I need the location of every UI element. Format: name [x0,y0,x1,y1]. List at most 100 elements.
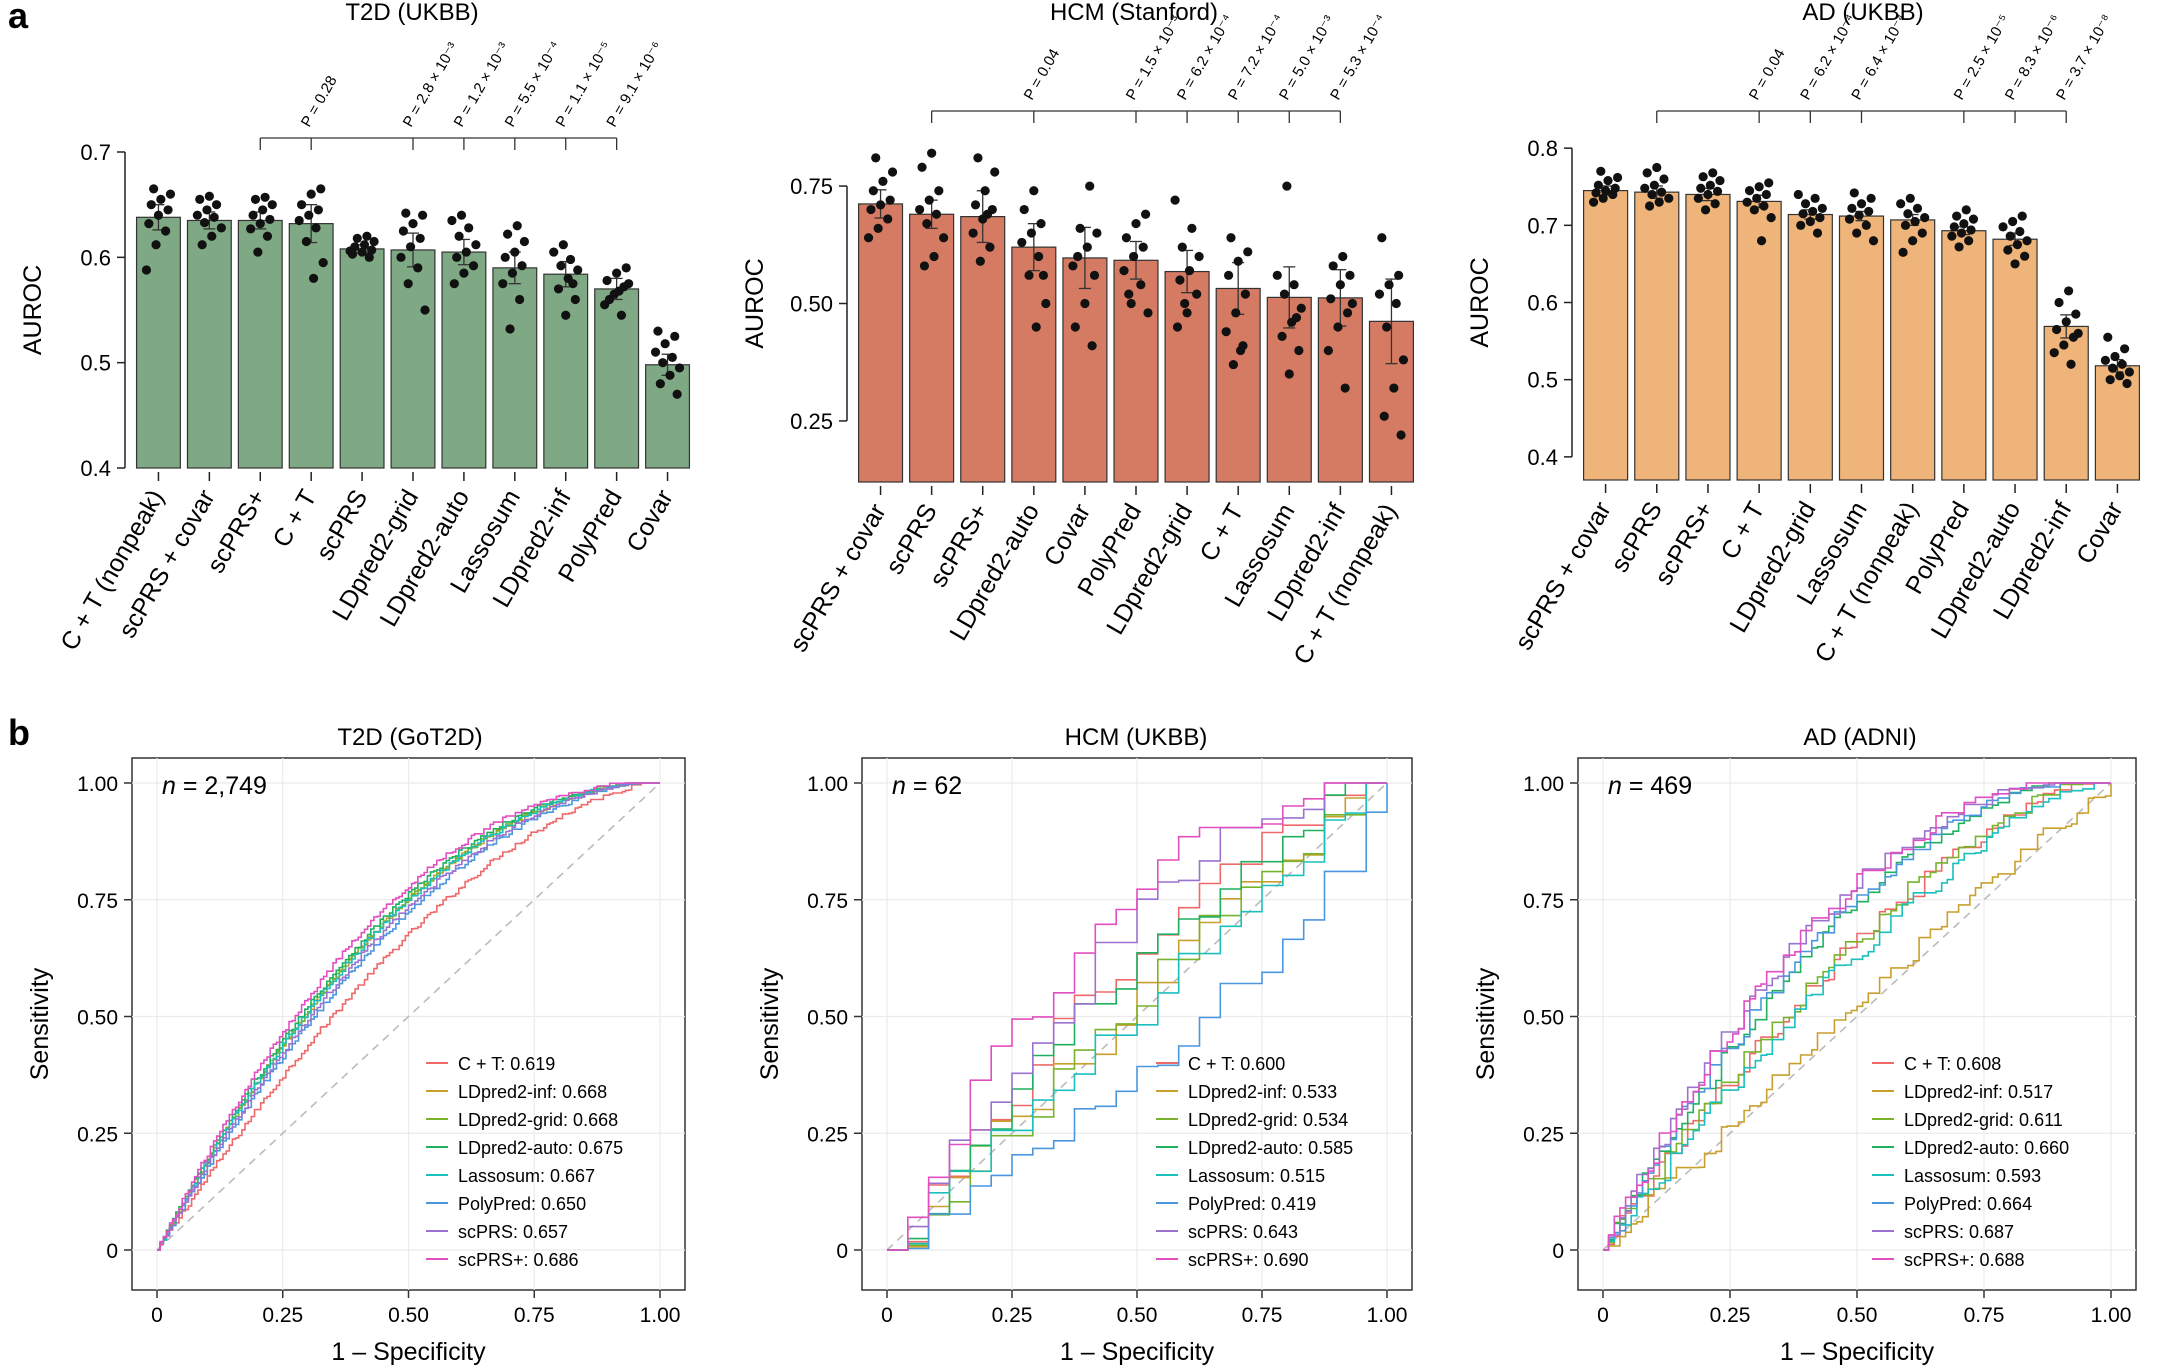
roc-curve-ldpred2-inf [1603,783,2112,1251]
p-value-label: P = 1.5 × 10⁻³ [1123,13,1185,103]
data-point [1600,185,1611,196]
data-point [204,191,214,201]
data-point [1029,186,1039,196]
data-point [1708,168,1718,178]
data-point [1956,228,1967,238]
data-point [2073,328,2083,338]
data-point [255,219,265,229]
data-point [1793,189,1803,200]
data-point [1235,345,1246,356]
bar-ldpred2-auto [1992,238,2038,481]
data-point [1812,228,1823,238]
bar-ldpred2-grid [390,249,436,469]
legend-label-scprs: scPRS: 0.687 [1904,1222,2014,1242]
data-point [2059,340,2069,350]
y-axis-label: Sensitivity [1472,967,1500,1080]
data-point [512,221,522,231]
data-point [982,209,993,219]
panel-label-b: b [8,712,30,753]
sample-size-value: = 62 [906,772,962,800]
data-point [1712,186,1723,196]
data-point [403,279,413,289]
legend-label-polypred: PolyPred: 0.650 [458,1194,586,1214]
y-tick-label: 1.00 [77,773,118,796]
bar-c-t [1736,200,1782,481]
data-point [1328,261,1338,271]
y-tick-label: 0.7 [1527,213,1558,238]
data-point [658,358,668,368]
data-point [461,247,471,257]
data-point [1038,270,1049,280]
data-point [1610,183,1620,193]
data-point [519,236,530,247]
x-tick-label: 0.75 [1242,1304,1283,1327]
data-point [670,331,680,341]
data-point [2003,245,2013,255]
data-point [878,176,888,186]
data-point [1019,204,1029,215]
data-point [2010,259,2020,269]
data-point [308,273,319,283]
data-point [1070,322,1080,332]
data-point [1277,331,1287,341]
data-point [1068,261,1078,271]
y-tick-label: 0.25 [1523,1123,1564,1146]
data-point [672,389,682,399]
sample-size-n: n [162,772,176,800]
data-point [1652,162,1662,173]
data-point [968,228,978,238]
data-point [1347,298,1357,309]
data-point [503,229,513,239]
data-point [1696,183,1706,193]
data-point [1184,266,1195,276]
data-point [927,148,937,158]
data-point [1342,308,1353,318]
data-point [1588,197,1599,207]
data-point [408,219,418,229]
data-point [1844,214,1855,224]
bar-scprs-covar [1582,189,1629,481]
y-tick-label: 0.50 [1523,1007,1564,1030]
data-point [2124,367,2135,377]
data-point [1340,383,1350,393]
p-value-label: P = 9.1 × 10⁻⁶ [603,39,666,130]
data-point [318,258,328,268]
data-point [1177,242,1187,252]
y-tick-label: 0.7 [80,140,111,165]
x-tick-label: 0.50 [1837,1304,1878,1327]
data-point [1085,181,1095,191]
data-point [199,217,210,228]
legend-label-ldpred2-inf: LDpred2-inf: 0.517 [1904,1082,2053,1102]
bar-ldpred2-grid [1787,213,1833,481]
data-point [1272,270,1282,280]
data-point [1017,237,1027,248]
y-tick-label: 0.75 [1523,890,1564,913]
data-point [2108,363,2118,373]
data-point [2005,231,2015,241]
diagonal-reference-line [156,782,661,1251]
chart-title: HCM (Stanford) [1050,0,1218,26]
data-point [1749,205,1759,215]
bar-ldpred2-inf [2043,325,2089,481]
data-point [1905,193,1915,203]
data-point [553,284,564,294]
chart-title: HCM (UKBB) [1065,724,1208,751]
x-tick-label: 0 [151,1304,163,1327]
data-point [1754,182,1764,192]
data-point [1808,206,1818,217]
data-point [1182,308,1192,318]
data-point [197,240,207,250]
data-point [165,189,176,199]
y-axis-label: Sensitivity [756,967,784,1080]
bar-scprs-covar [186,219,232,469]
legend-label-scprs: scPRS+: 0.688 [1904,1250,2025,1270]
data-point [565,254,576,265]
data-point [246,224,256,234]
data-point [262,231,273,241]
data-point [258,205,268,215]
data-point [2115,371,2125,381]
data-point [1920,213,1930,223]
bar-polypred [1113,259,1159,483]
data-point [655,379,665,389]
legend-label-lassosum: Lassosum: 0.515 [1188,1166,1325,1186]
